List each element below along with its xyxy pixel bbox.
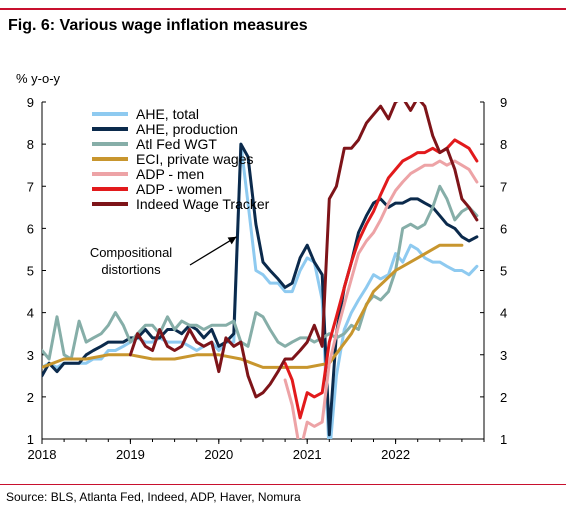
- y-axis-label: % y-o-y: [16, 71, 61, 86]
- x-tick-label: 2020: [204, 447, 233, 462]
- top-rule: [0, 8, 566, 10]
- y-tick-label-right: 9: [500, 95, 507, 110]
- y-tick-label-left: 5: [27, 264, 34, 279]
- series-line-adp-men: [283, 159, 479, 439]
- y-tick-label-left: 6: [27, 221, 34, 236]
- y-tick-label-right: 7: [500, 179, 507, 194]
- annotation-arrow-head: [227, 236, 237, 245]
- series-line-indeed-wage-tracker: [128, 102, 479, 399]
- y-tick-label-right: 3: [500, 348, 507, 363]
- y-tick-label-left: 2: [27, 390, 34, 405]
- x-tick-label: 2019: [116, 447, 145, 462]
- legend-label: ADP - women: [136, 181, 222, 197]
- source-note: Source: BLS, Atlanta Fed, Indeed, ADP, H…: [6, 490, 301, 504]
- legend-label: Atl Fed WGT: [136, 136, 217, 152]
- legend-label: ADP - men: [136, 166, 204, 182]
- y-tick-label-right: 8: [500, 137, 507, 152]
- x-tick-label: 2021: [293, 447, 322, 462]
- annotation-arrow-line: [189, 236, 237, 266]
- y-tick-label-left: 8: [27, 137, 34, 152]
- y-tick-label-right: 4: [500, 306, 507, 321]
- x-tick-label: 2018: [28, 447, 57, 462]
- series-line-ahe-production: [42, 142, 479, 437]
- y-tick-label-right: 5: [500, 264, 507, 279]
- y-tick-label-left: 4: [27, 306, 34, 321]
- bottom-rule: [0, 484, 566, 485]
- y-tick-label-left: 1: [27, 432, 34, 447]
- series-line-eci-private-wages: [42, 243, 464, 369]
- legend-label: AHE, total: [136, 106, 199, 122]
- x-tick-label: 2022: [381, 447, 410, 462]
- y-tick-label-right: 6: [500, 221, 507, 236]
- y-tick-label-left: 7: [27, 179, 34, 194]
- chart: 1 1 2 2 3 3 4 4 5 5 6 6 7 7 8 8 9 9 2018 2019 2020 2021 2022 % …: [16, 71, 507, 462]
- y-tick-label-right: 2: [500, 390, 507, 405]
- series-line-ahe-total: [42, 142, 479, 439]
- legend-label: ECI, private wages: [136, 151, 254, 167]
- legend-label: Indeed Wage Tracker: [136, 196, 270, 212]
- y-tick-label-left: 9: [27, 95, 34, 110]
- y-tick-label-right: 1: [500, 432, 507, 447]
- series-line-atl-fed-wgt: [42, 184, 479, 361]
- annotation-text-line-1: Compositional: [90, 245, 172, 260]
- legend-label: AHE, production: [136, 121, 238, 137]
- y-tick-label-left: 3: [27, 348, 34, 363]
- annotation-text-line-2: distortions: [101, 262, 161, 277]
- figure-title: Fig. 6: Various wage inflation measures: [8, 17, 308, 34]
